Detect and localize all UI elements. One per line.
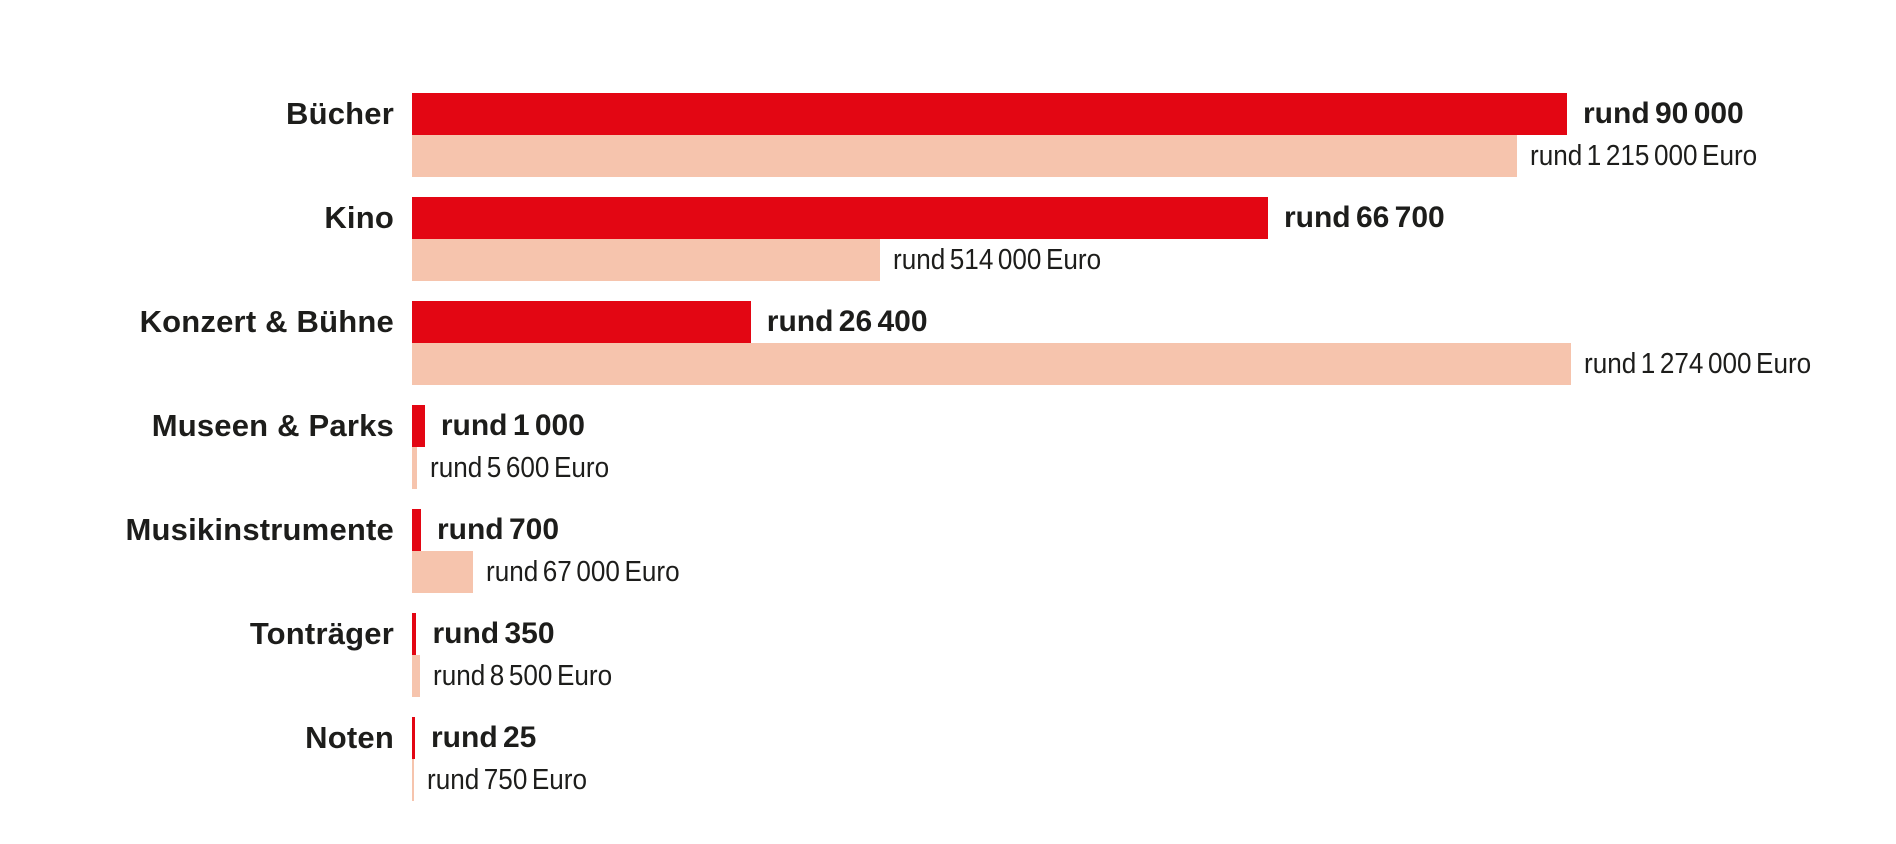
chart-rows: Bücher rund 90 000 rund 1 215 000 Euro K… — [0, 93, 1836, 821]
euro-bar-line: rund 1 274 000 Euro — [412, 343, 1836, 385]
count-value-label: rund 25 — [431, 721, 537, 754]
category-label: Kino — [324, 200, 394, 235]
euro-bar-line: rund 8 500 Euro — [412, 655, 632, 697]
euro-bar — [412, 759, 414, 801]
euro-bar-line: rund 67 000 Euro — [412, 551, 701, 593]
euro-value-label: rund 1 215 000 Euro — [1530, 139, 1758, 172]
count-bar-line: rund 90 000 — [412, 93, 1783, 135]
euro-value-label: rund 1 274 000 Euro — [1584, 347, 1812, 380]
euro-bar-line: rund 1 215 000 Euro — [412, 135, 1783, 177]
category-label: Tonträger — [249, 616, 394, 651]
bar-group: rund 66 700 rund 514 000 Euro — [412, 197, 1445, 281]
count-bar — [412, 613, 417, 655]
euro-bar-line: rund 750 Euro — [412, 759, 605, 801]
count-bar-line: rund 700 — [412, 509, 701, 551]
chart-row: Museen & Parks rund 1 000 rund 5 600 Eur… — [0, 405, 1836, 489]
euro-bar — [412, 551, 473, 593]
euro-value-label: rund 514 000 Euro — [892, 243, 1101, 276]
euro-bar — [412, 343, 1571, 385]
bar-group: rund 26 400 rund 1 274 000 Euro — [412, 301, 1836, 385]
count-value-label: rund 700 — [436, 513, 560, 546]
count-bar-line: rund 350 — [412, 613, 632, 655]
bar-group: rund 25 rund 750 Euro — [412, 717, 605, 801]
category-label: Noten — [305, 720, 394, 755]
chart-row: Noten rund 25 rund 750 Euro — [0, 717, 1836, 801]
count-bar-line: rund 66 700 — [412, 197, 1445, 239]
category-label: Museen & Parks — [151, 408, 394, 443]
category-label: Bücher — [285, 96, 394, 131]
count-bar — [412, 717, 415, 759]
euro-value-label: rund 67 000 Euro — [485, 555, 680, 588]
euro-value-label: rund 5 600 Euro — [430, 451, 610, 484]
chart-row: Kino rund 66 700 rund 514 000 Euro — [0, 197, 1836, 281]
count-value-label: rund 1 000 — [440, 409, 585, 442]
category-label: Musikinstrumente — [125, 512, 394, 547]
euro-bar — [412, 135, 1518, 177]
chart-row: Musikinstrumente rund 700 rund 67 000 Eu… — [0, 509, 1836, 593]
chart-row: Tonträger rund 350 rund 8 500 Euro — [0, 613, 1836, 697]
count-value-label: rund 350 — [432, 617, 555, 650]
count-bar-line: rund 26 400 — [412, 301, 1836, 343]
count-value-label: rund 66 700 — [1283, 201, 1445, 234]
count-value-label: rund 26 400 — [766, 305, 928, 338]
count-bar — [412, 301, 751, 343]
chart-row: Konzert & Bühne rund 26 400 rund 1 274 0… — [0, 301, 1836, 385]
euro-bar-line: rund 5 600 Euro — [412, 447, 629, 489]
category-label: Konzert & Bühne — [139, 304, 394, 339]
euro-value-label: rund 8 500 Euro — [432, 659, 612, 692]
euro-value-label: rund 750 Euro — [427, 763, 588, 796]
count-value-label: rund 90 000 — [1583, 97, 1744, 130]
count-bar — [412, 93, 1567, 135]
bar-group: rund 1 000 rund 5 600 Euro — [412, 405, 629, 489]
count-bar-line: rund 25 — [412, 717, 605, 759]
chart-row: Bücher rund 90 000 rund 1 215 000 Euro — [0, 93, 1836, 177]
euro-bar — [412, 447, 418, 489]
bar-group: rund 350 rund 8 500 Euro — [412, 613, 632, 697]
euro-bar-line: rund 514 000 Euro — [412, 239, 1445, 281]
count-bar — [412, 405, 425, 447]
euro-bar — [412, 239, 880, 281]
count-bar — [412, 197, 1268, 239]
euro-bar — [412, 655, 420, 697]
count-bar — [412, 509, 421, 551]
bar-group: rund 90 000 rund 1 215 000 Euro — [412, 93, 1783, 177]
count-bar-line: rund 1 000 — [412, 405, 629, 447]
bar-group: rund 700 rund 67 000 Euro — [412, 509, 701, 593]
